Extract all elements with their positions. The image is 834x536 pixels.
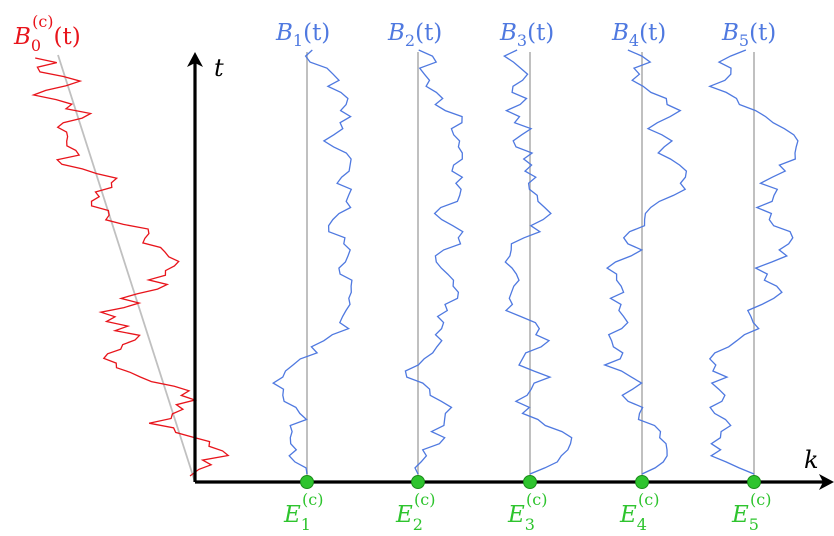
point-dot-3	[523, 475, 537, 489]
axes: k t	[187, 52, 834, 490]
paths	[31, 49, 799, 477]
x-axis-arrowhead	[819, 474, 834, 490]
blue-path-5	[707, 49, 799, 475]
blue-label-1: B1(t)	[275, 20, 330, 50]
point-dot-1	[300, 475, 314, 489]
point-label-2: E2(c)	[395, 490, 435, 534]
point-labels: E1(c) E2(c) E3(c) E4(c) E5(c)	[283, 490, 771, 534]
blue-label-3: B3(t)	[499, 20, 554, 50]
blue-path-2	[404, 49, 464, 475]
blue-label-5: B5(t)	[721, 20, 776, 50]
point-label-4: E4(c)	[619, 490, 659, 534]
red-guide-line	[57, 54, 196, 483]
points	[300, 475, 761, 489]
red-label-base: B	[13, 24, 31, 50]
y-axis-label: t	[214, 54, 224, 82]
x-axis-label: k	[804, 446, 819, 474]
point-label-1: E1(c)	[283, 490, 323, 534]
point-dot-4	[635, 475, 649, 489]
red-path-label: B0 (c)(t)	[13, 12, 81, 55]
point-label-5: E5(c)	[731, 490, 771, 534]
red-label-sub: 0	[31, 36, 41, 55]
blue-label-4: B4(t)	[611, 20, 666, 50]
red-path	[31, 57, 230, 477]
blue-path-3	[502, 49, 573, 475]
blue-path-4	[602, 49, 688, 475]
point-dot-2	[411, 475, 425, 489]
blue-labels: B1(t) B2(t) B3(t) B4(t) B5(t)	[275, 20, 776, 50]
y-axis-arrowhead	[187, 52, 203, 67]
point-label-3: E3(c)	[507, 490, 547, 534]
red-label-arg: (t)	[54, 24, 81, 50]
point-dot-5	[747, 475, 761, 489]
blue-path-1	[271, 49, 353, 475]
red-label-sup: (c)	[32, 12, 53, 31]
vertical-guides	[57, 52, 755, 483]
blue-label-2: B2(t)	[387, 20, 442, 50]
